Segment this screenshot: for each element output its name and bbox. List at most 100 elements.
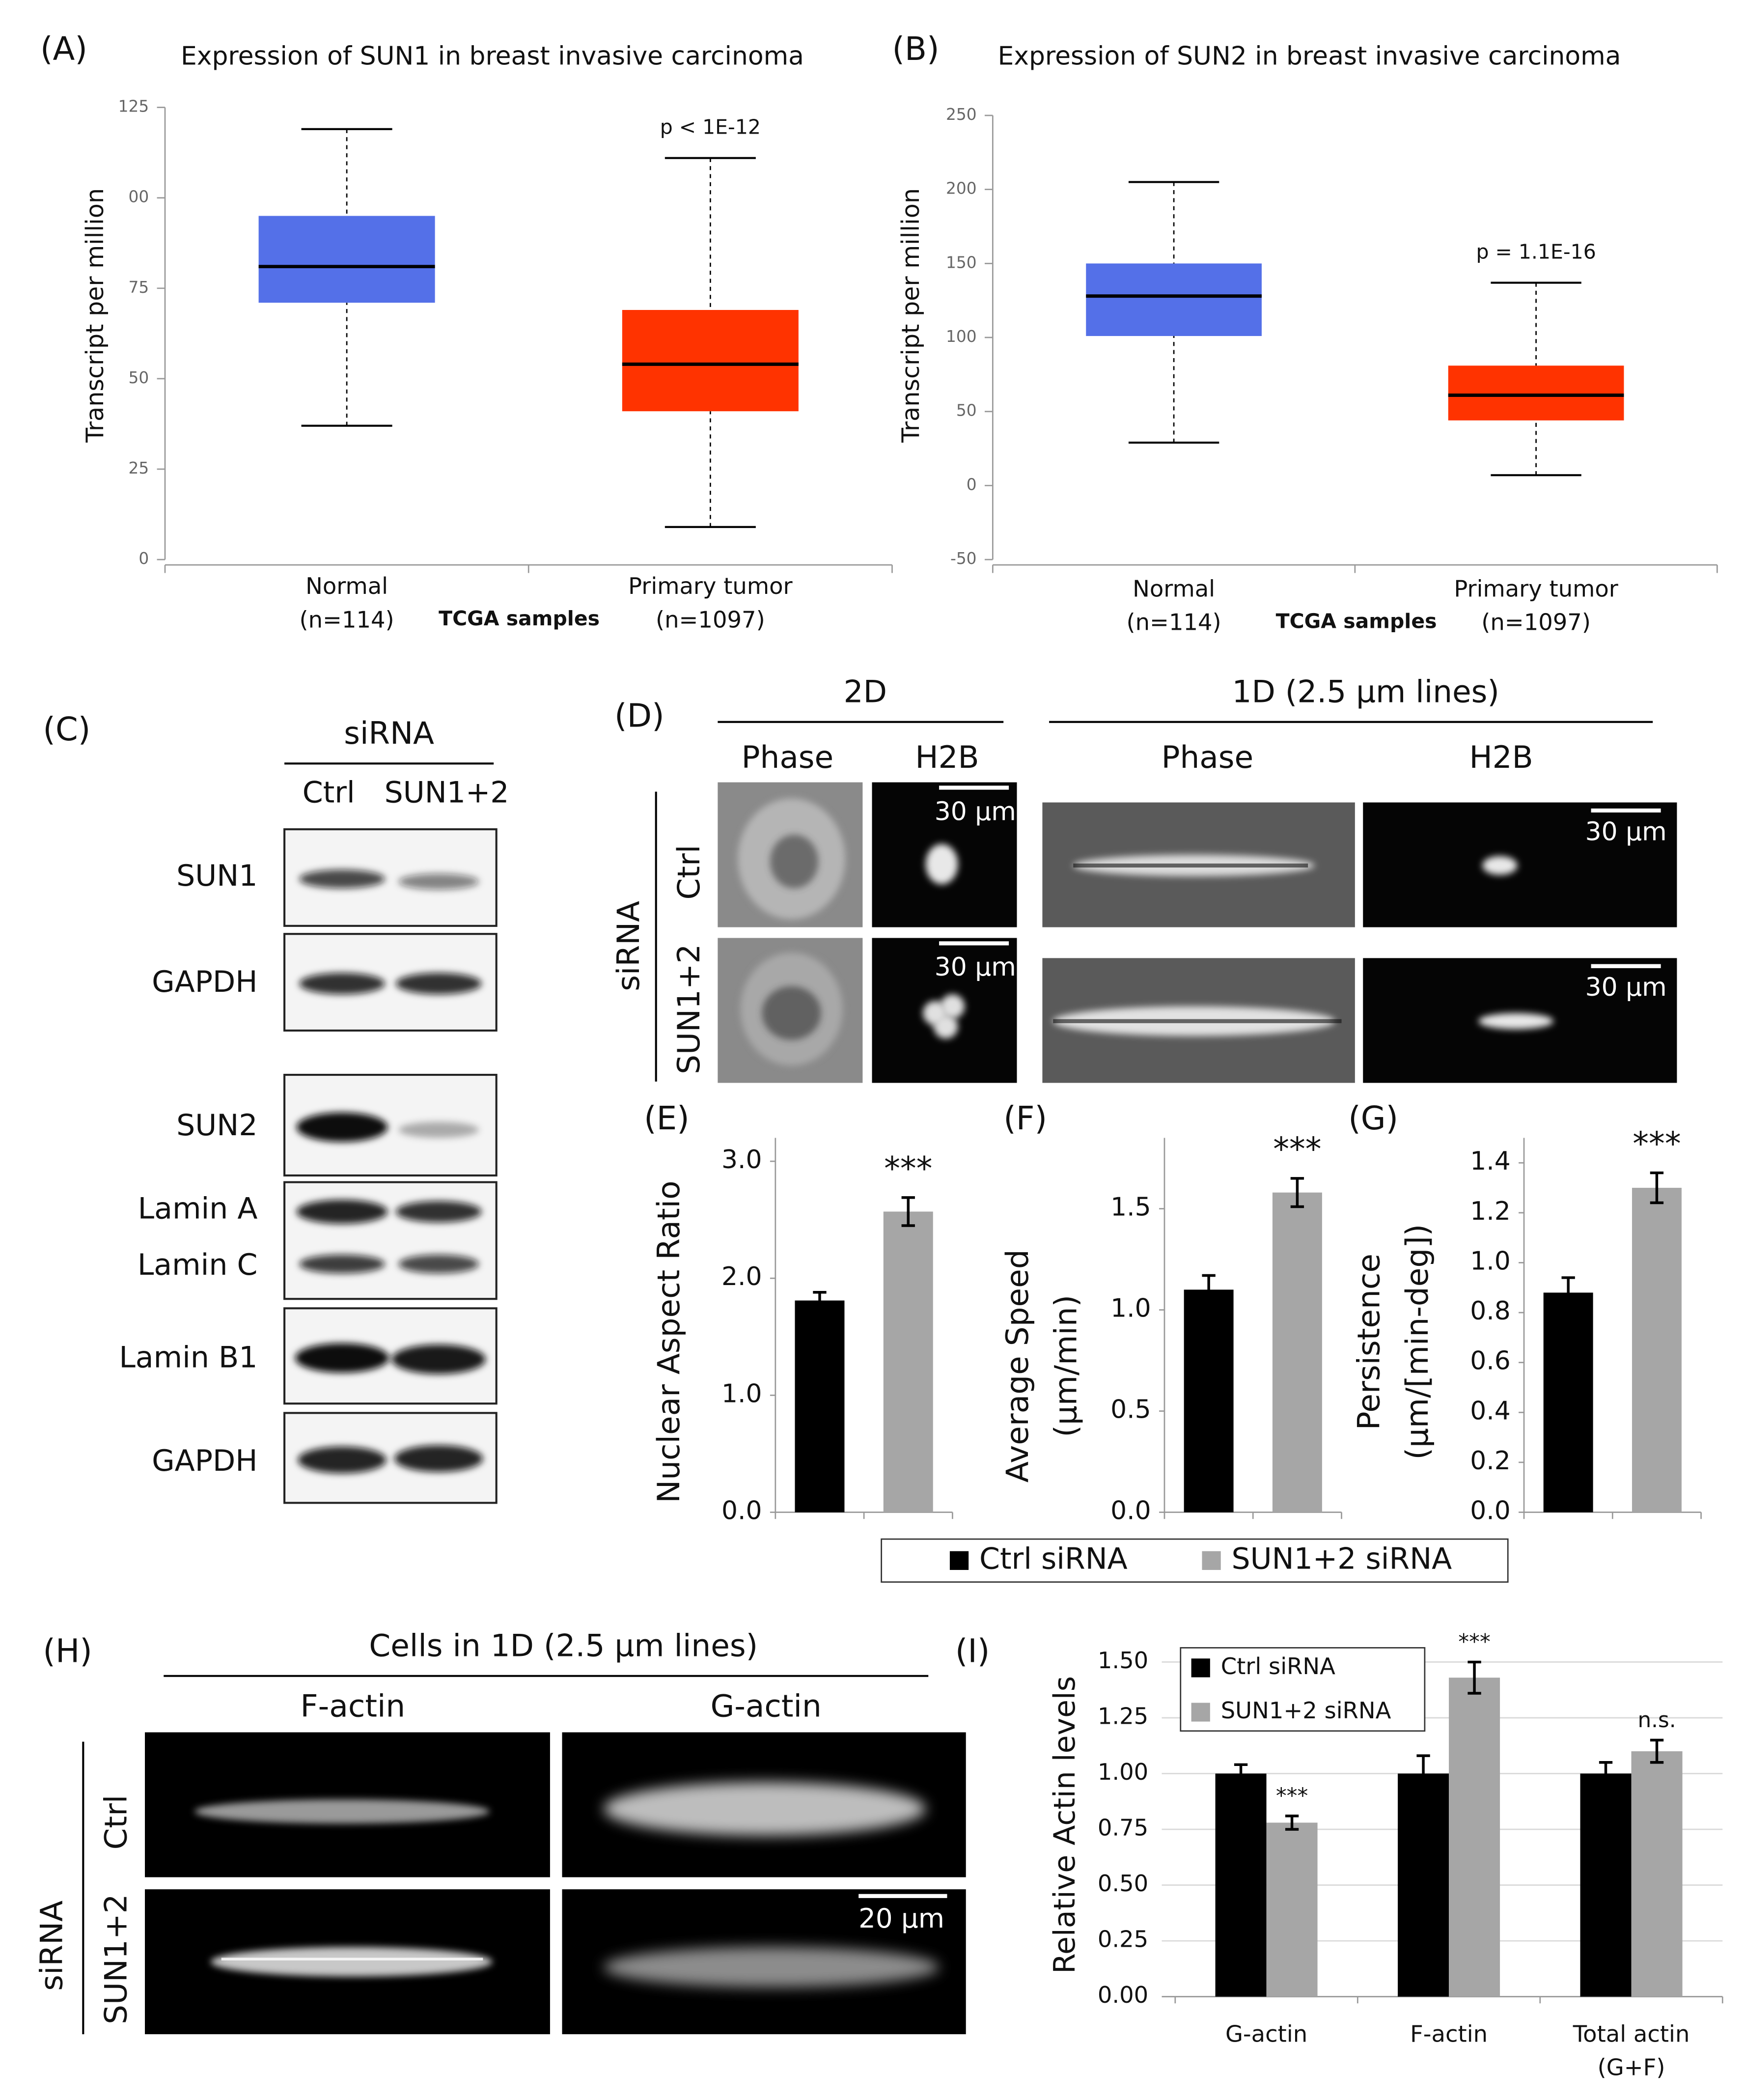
bar — [1543, 1292, 1593, 1512]
y-tick-label: 0 — [967, 475, 977, 494]
cell-nucleus — [770, 835, 819, 889]
x-tick-label: (n=114) — [300, 606, 394, 633]
band — [398, 873, 479, 890]
chart-title: Expression of SUN2 in breast invasive ca… — [998, 42, 1621, 71]
side-label: siRNA — [610, 901, 646, 991]
blot-row-label: Lamin C — [138, 1248, 258, 1282]
bar — [1215, 1773, 1267, 1997]
column-label: H2B — [1469, 739, 1533, 775]
legend-label: SUN1+2 siRNA — [1232, 1541, 1452, 1576]
x-tick-label: Primary tumor — [628, 573, 793, 599]
x-tick-label: (G+F) — [1598, 2054, 1665, 2081]
bar — [1632, 1188, 1682, 1512]
scale-label: 30 µm — [935, 952, 1016, 982]
significance: *** — [1276, 1784, 1308, 1809]
panel-letter: (H) — [43, 1632, 92, 1670]
significance: *** — [1458, 1629, 1491, 1654]
scale-label: 30 µm — [1585, 973, 1667, 1002]
bar — [883, 1211, 933, 1512]
x-tick-label: (n=1097) — [656, 606, 765, 633]
x-tick-label: G-actin — [1225, 2020, 1307, 2047]
chart-title: Expression of SUN1 in breast invasive ca… — [181, 42, 804, 71]
y-tick-label: 0.75 — [1098, 1815, 1148, 1841]
y-tick-label: 0.4 — [1470, 1396, 1511, 1426]
blot-frames — [283, 828, 498, 1504]
column-label: F-actin — [301, 1688, 406, 1724]
band — [299, 869, 385, 889]
band — [395, 973, 482, 995]
side-label: siRNA — [33, 1901, 69, 1991]
nucleus — [1482, 856, 1518, 875]
bar — [795, 1300, 845, 1512]
y-tick-label: 0.0 — [1110, 1496, 1151, 1526]
legend-box — [881, 1538, 1509, 1583]
group-label: 2D — [844, 673, 887, 709]
panel-letter: (G) — [1348, 1100, 1398, 1137]
blot-row-label: GAPDH — [152, 1444, 257, 1478]
box — [258, 216, 435, 303]
y-tick-label: 0.8 — [1470, 1296, 1511, 1326]
x-tick-label: Normal — [1133, 575, 1215, 602]
y-axis-label: Transcript per million — [81, 188, 109, 443]
y-axis-label: Nuclear Aspect Ratio — [651, 1180, 687, 1503]
x-tick-label: Total actin — [1573, 2020, 1690, 2047]
band — [299, 973, 385, 995]
y-tick-label: 0.2 — [1470, 1446, 1511, 1476]
band — [398, 1121, 479, 1138]
blot-row-label: Lamin A — [138, 1192, 258, 1226]
bar — [1184, 1289, 1234, 1512]
group-label: Cells in 1D (2.5 µm lines) — [369, 1627, 758, 1663]
blot-row-label: SUN1 — [176, 859, 257, 893]
y-tick-label: 1.0 — [1470, 1246, 1511, 1276]
x-axis-label: TCGA samples — [439, 607, 600, 630]
bar — [1449, 1678, 1500, 1997]
blot-row-label: GAPDH — [152, 965, 257, 999]
y-tick-label: 1.5 — [1110, 1193, 1151, 1222]
significance: n.s. — [1637, 1708, 1676, 1733]
micrograph — [1363, 802, 1677, 927]
significance: *** — [1633, 1125, 1681, 1163]
bar — [1272, 1192, 1322, 1512]
column-label: Phase — [742, 739, 834, 775]
legend-swatch — [1191, 1703, 1210, 1722]
nucleus — [1478, 1013, 1554, 1030]
nucleus — [940, 994, 965, 1019]
y-tick-label: -50 — [950, 549, 977, 568]
panel-d: (D) 2D 1D (2.5 µm lines) Phase H2B Phase… — [610, 673, 1677, 1083]
box — [1086, 263, 1262, 336]
scale-label: 30 µm — [935, 797, 1016, 826]
legend-swatch — [949, 1551, 969, 1570]
cell — [194, 1799, 490, 1824]
row-label: SUN1+2 — [671, 944, 707, 1074]
y-tick-label: 3.0 — [721, 1145, 762, 1175]
legend-label: Ctrl siRNA — [1221, 1653, 1335, 1680]
nucleus — [925, 844, 958, 885]
blot-row-label: Lamin B1 — [119, 1341, 257, 1375]
band — [394, 1445, 483, 1472]
band — [395, 1201, 482, 1223]
y-axis-label: Average Speed — [999, 1249, 1035, 1483]
panel-letter: (C) — [43, 711, 90, 748]
y-tick-label: 0.0 — [1470, 1496, 1511, 1526]
x-tick-label: Normal — [305, 573, 388, 599]
y-tick-label: 1.2 — [1470, 1197, 1511, 1226]
y-tick-label: 0.5 — [1110, 1395, 1151, 1425]
y-tick-label: 1.0 — [721, 1379, 762, 1408]
y-axis-label: (µm/min) — [1048, 1295, 1083, 1437]
legend-box — [1180, 1647, 1426, 1732]
column-label: G-actin — [711, 1688, 822, 1724]
lane-label: Ctrl — [303, 776, 355, 810]
scale-label: 30 µm — [1585, 817, 1667, 846]
y-tick-label: 0.50 — [1098, 1870, 1148, 1897]
row-label: Ctrl — [98, 1795, 134, 1850]
box — [1448, 365, 1624, 420]
y-tick-label: 150 — [946, 253, 977, 272]
y-tick-label: 1.0 — [1110, 1294, 1151, 1323]
legend-swatch — [1202, 1551, 1221, 1570]
blot-row-label: SUN2 — [176, 1108, 257, 1143]
row-label: Ctrl — [671, 845, 707, 900]
y-tick-label: 0.25 — [1098, 1926, 1148, 1953]
y-tick-label: 1.00 — [1098, 1759, 1148, 1785]
panel-letter: (E) — [644, 1100, 690, 1137]
lane-label: SUN1+2 — [385, 776, 509, 810]
